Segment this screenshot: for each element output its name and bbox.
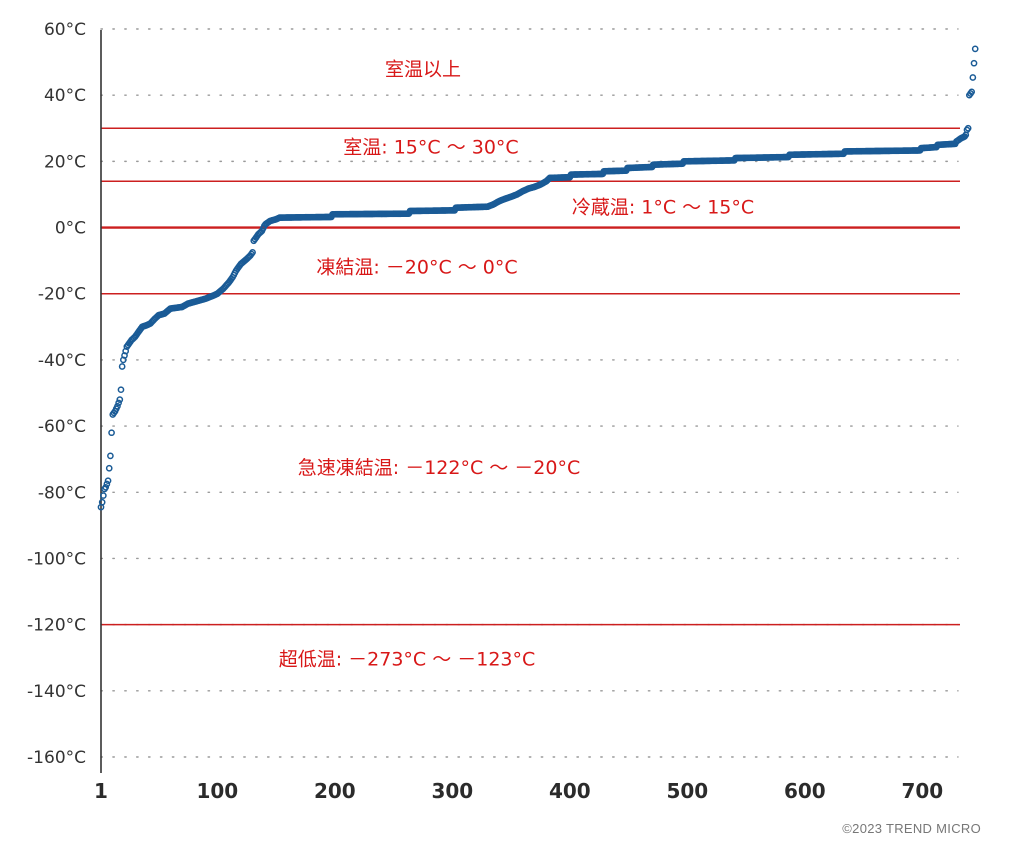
- data-point: [114, 402, 121, 410]
- data-point: [116, 396, 124, 403]
- x-tick-label: 400: [549, 779, 591, 803]
- data-point: [98, 498, 106, 506]
- y-tick-label: -40°C: [38, 351, 86, 371]
- y-tick-label: -100°C: [27, 549, 86, 569]
- y-tick-label: -160°C: [27, 748, 86, 768]
- zone-label: 凍結温: －20°C ～ 0°C: [316, 257, 517, 279]
- y-tick-label: -60°C: [38, 417, 86, 437]
- data-point: [964, 124, 972, 132]
- x-tick-label: 200: [314, 779, 356, 803]
- x-tick-label: 500: [666, 779, 708, 803]
- x-tick-label: 1: [94, 779, 108, 803]
- data-points: [97, 45, 979, 511]
- y-tick-label: 40°C: [44, 86, 86, 106]
- x-tick-label: 100: [196, 779, 238, 803]
- data-point: [969, 74, 977, 81]
- data-point: [118, 363, 126, 370]
- data-point: [100, 492, 107, 499]
- y-tick-label: 20°C: [44, 152, 86, 172]
- y-tick-label: -140°C: [27, 682, 86, 702]
- data-point: [970, 59, 978, 67]
- zone-label: 室温: 15°C ～ 30°C: [343, 136, 518, 158]
- data-point: [105, 464, 113, 472]
- x-tick-label: 300: [431, 779, 473, 803]
- data-point: [115, 399, 122, 407]
- zone-label: 室温以上: [385, 59, 461, 81]
- data-point: [117, 386, 125, 394]
- x-tick-labels: 1 100 200 300 400 500 600 700: [94, 779, 943, 803]
- data-point: [249, 249, 256, 256]
- y-tick-labels: 60°C 40°C 20°C 0°C -20°C -40°C -60°C -80°C -100°…: [27, 20, 86, 768]
- y-tick-label: 0°C: [55, 219, 86, 239]
- copyright-text: ©2023 TREND MICRO: [842, 821, 981, 836]
- y-tick-label: -120°C: [27, 616, 86, 636]
- data-point: [108, 429, 115, 437]
- zone-label: 超低温: －273°C ～ －123°C: [279, 648, 536, 670]
- y-tick-label: 60°C: [44, 20, 86, 40]
- data-point: [107, 452, 114, 460]
- data-point: [968, 88, 976, 96]
- x-tick-label: 600: [784, 779, 826, 803]
- y-tick-label: -80°C: [38, 483, 86, 503]
- zone-label: 冷蔵温: 1°C ～ 15°C: [572, 197, 754, 219]
- data-point: [104, 477, 112, 485]
- zone-label: 急速凍結温: －122°C ～ －20°C: [298, 457, 581, 479]
- x-tick-label: 700: [901, 779, 943, 803]
- y-tick-label: -20°C: [38, 285, 86, 305]
- data-point: [102, 483, 110, 491]
- data-point: [971, 45, 979, 53]
- data-point: [103, 480, 111, 488]
- threshold-lines: [101, 127, 960, 626]
